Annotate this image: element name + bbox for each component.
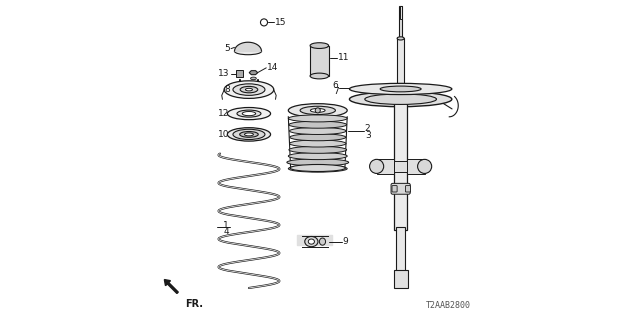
Bar (394, 161, 407, 172)
Bar (310, 46, 329, 76)
FancyArrowPatch shape (439, 101, 452, 109)
Ellipse shape (246, 88, 253, 91)
Ellipse shape (224, 81, 274, 99)
Ellipse shape (349, 92, 452, 107)
Ellipse shape (289, 140, 346, 147)
Ellipse shape (289, 121, 347, 128)
Ellipse shape (310, 43, 329, 48)
Circle shape (417, 159, 432, 173)
Ellipse shape (243, 112, 256, 116)
Bar (397, 227, 405, 272)
Polygon shape (235, 42, 262, 51)
Text: 8: 8 (224, 85, 230, 94)
Ellipse shape (305, 236, 318, 247)
Text: T2AAB2800: T2AAB2800 (426, 301, 470, 310)
Ellipse shape (319, 238, 326, 245)
Ellipse shape (288, 115, 347, 122)
Bar (399, 6, 402, 38)
Ellipse shape (237, 110, 261, 117)
FancyBboxPatch shape (406, 186, 411, 192)
Ellipse shape (240, 86, 258, 93)
Ellipse shape (289, 127, 346, 134)
Ellipse shape (288, 104, 347, 117)
Bar (407, 159, 425, 173)
Text: 3: 3 (365, 131, 371, 140)
Bar (394, 102, 407, 230)
Ellipse shape (308, 239, 314, 244)
Text: 5: 5 (224, 44, 230, 53)
Bar (397, 38, 404, 102)
Text: FR.: FR. (184, 299, 203, 308)
Text: 12: 12 (218, 109, 230, 118)
FancyArrow shape (164, 280, 179, 293)
Circle shape (315, 108, 321, 113)
Ellipse shape (288, 153, 347, 160)
Text: 11: 11 (338, 53, 349, 62)
Text: 13: 13 (218, 69, 230, 78)
Text: 9: 9 (342, 237, 348, 246)
Ellipse shape (233, 129, 265, 140)
Ellipse shape (365, 94, 436, 104)
Text: 10: 10 (218, 130, 230, 139)
Ellipse shape (300, 106, 335, 115)
Ellipse shape (227, 128, 271, 141)
Circle shape (370, 159, 384, 173)
Text: 7: 7 (333, 87, 339, 96)
Ellipse shape (288, 165, 347, 172)
Ellipse shape (244, 133, 253, 136)
Text: 15: 15 (275, 18, 286, 27)
Text: 14: 14 (267, 63, 278, 72)
Ellipse shape (310, 108, 325, 112)
FancyBboxPatch shape (392, 186, 397, 192)
Bar (400, 6, 401, 19)
Ellipse shape (290, 164, 346, 172)
Text: 1: 1 (223, 221, 229, 230)
Polygon shape (249, 71, 258, 75)
Bar (376, 159, 394, 173)
Ellipse shape (397, 37, 404, 40)
Ellipse shape (251, 77, 256, 80)
Ellipse shape (310, 73, 329, 79)
Ellipse shape (287, 159, 349, 166)
Ellipse shape (290, 134, 346, 141)
Ellipse shape (289, 146, 347, 153)
Ellipse shape (227, 108, 271, 120)
Ellipse shape (233, 84, 265, 95)
Text: 6: 6 (333, 81, 339, 90)
Circle shape (260, 19, 268, 26)
FancyBboxPatch shape (391, 183, 410, 194)
Bar (394, 270, 408, 288)
Ellipse shape (234, 48, 262, 55)
Text: 4: 4 (223, 228, 229, 236)
Ellipse shape (380, 86, 421, 92)
Ellipse shape (240, 132, 259, 137)
Ellipse shape (349, 83, 452, 95)
Bar (236, 70, 243, 77)
Text: 2: 2 (365, 124, 371, 133)
